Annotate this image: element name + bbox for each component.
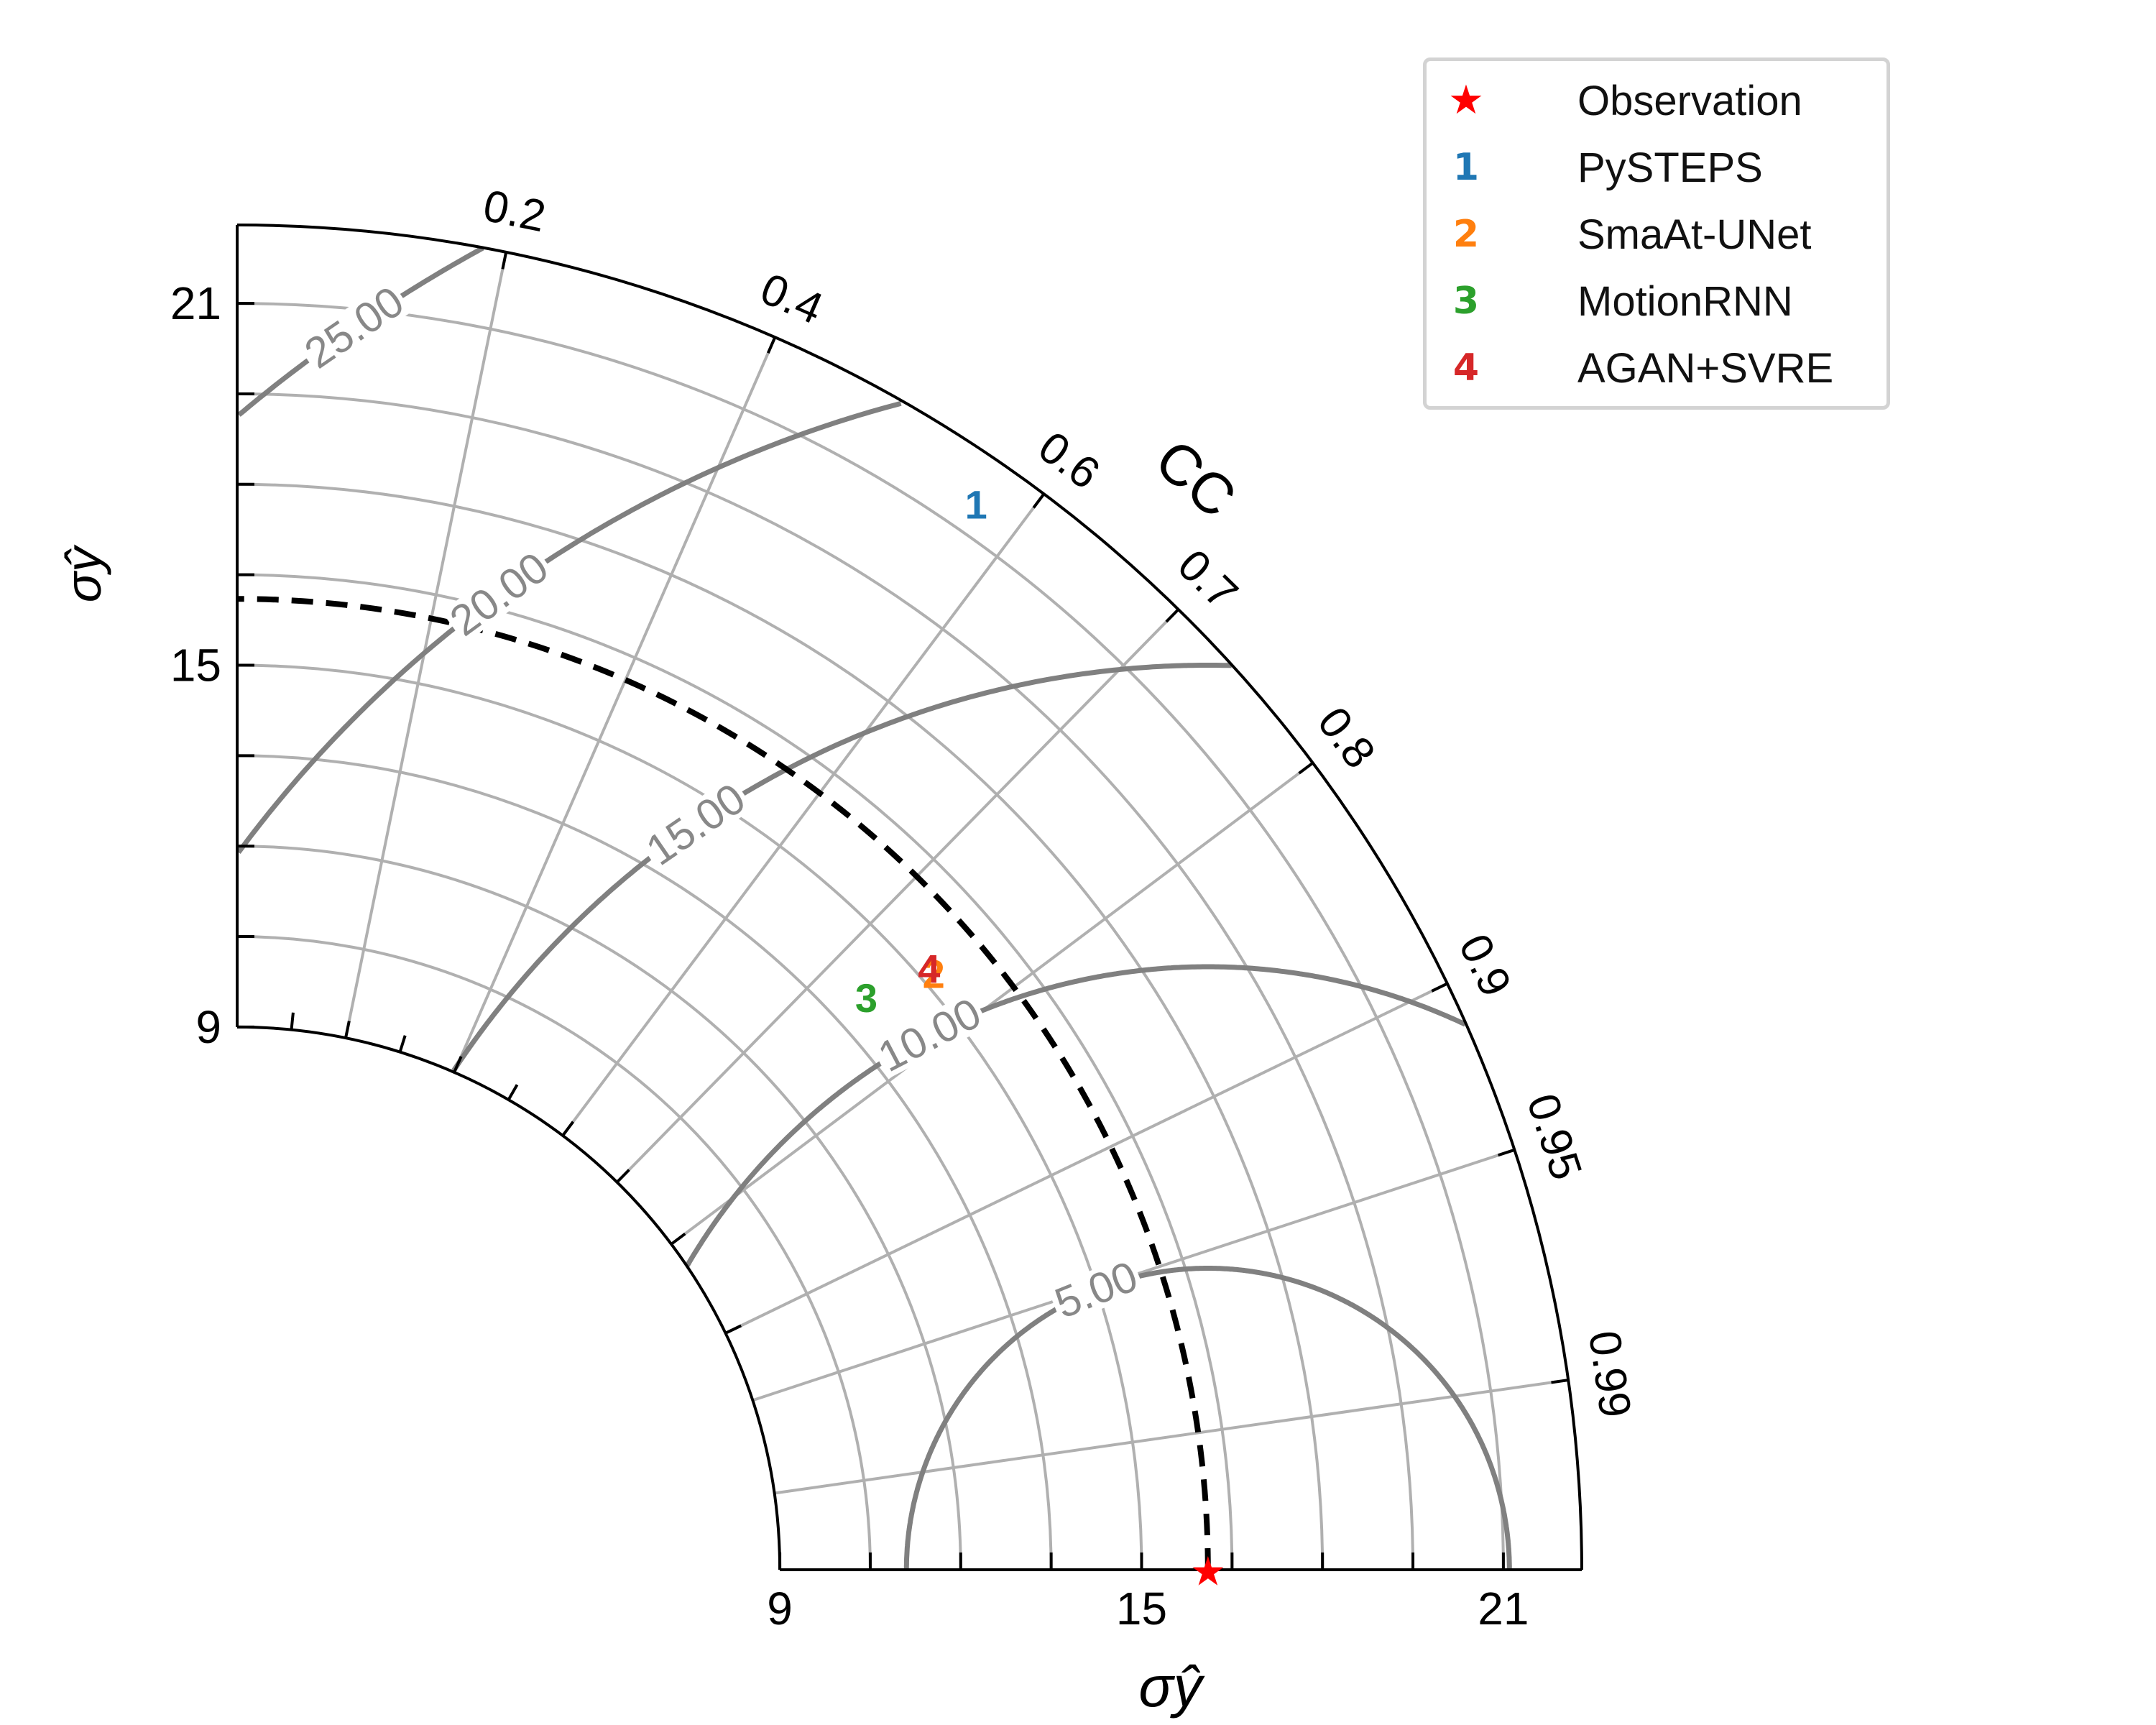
rmse-contour-label: 20.00: [441, 543, 557, 645]
inner-arc-tick: [344, 1021, 351, 1039]
inner-arc-tick: [507, 1084, 519, 1101]
std-grid-arc: [236, 754, 1053, 1570]
x-tick-label: 15: [1116, 1583, 1167, 1634]
correlation-tick: [1551, 1379, 1569, 1384]
correlation-tick-label: 0.2: [479, 181, 550, 242]
inner-arc-tick: [290, 1012, 295, 1030]
inner-arc-tick: [453, 1056, 463, 1073]
correlation-tick: [1032, 493, 1046, 509]
x-tick-label: 21: [1478, 1583, 1529, 1634]
marker-3-icon: 3: [1452, 280, 1480, 323]
marker-4-icon: 4: [1452, 346, 1480, 390]
model-marker-4: 4: [918, 946, 940, 991]
correlation-tick: [1298, 761, 1314, 775]
correlation-tick-label: 0.6: [1029, 422, 1108, 499]
star-icon: ★: [1447, 77, 1485, 124]
correlation-tick: [1431, 982, 1448, 993]
marker-1-icon: 1: [1452, 146, 1480, 189]
model-marker-3: 3: [855, 975, 877, 1021]
inner-arc-tick: [561, 1121, 575, 1137]
model-marker-2: 2: [923, 952, 945, 997]
legend-item-model-2: 2 SmaAt-UNet: [1427, 202, 1812, 267]
rmse-contour-label: 5.00: [1049, 1252, 1144, 1328]
inner-arc-tick: [670, 1232, 686, 1246]
std-grid-arc: [236, 392, 1415, 1570]
rmse-contour: [451, 663, 1232, 1072]
correlation-grid-line: [344, 252, 508, 1039]
correlation-axis-label: CC: [1143, 427, 1248, 530]
inner-arc-tick: [398, 1035, 407, 1053]
legend-item-model-4: 4 AGAN+SVRE: [1427, 336, 1833, 400]
inner-arc: [236, 1025, 782, 1570]
observation-marker: ★: [1190, 1549, 1226, 1594]
y-tick-label: 21: [170, 277, 221, 329]
inner-arc-tick: [616, 1169, 630, 1184]
rmse-contour-label: 25.00: [296, 277, 413, 377]
rmse-contour-label: 10.00: [870, 988, 988, 1081]
correlation-tick-label: 0.8: [1308, 698, 1385, 777]
marker-layer: ★ 1 2 34: [855, 482, 1226, 1593]
y-tick-label: 9: [195, 1001, 221, 1053]
axis-layer: [236, 224, 1583, 1571]
correlation-grid-line: [561, 493, 1046, 1137]
marker-2-icon: 2: [1452, 213, 1480, 256]
legend-label: AGAN+SVRE: [1577, 344, 1834, 392]
std-grid-arc: [236, 935, 872, 1570]
std-grid-arc: [236, 302, 1505, 1570]
correlation-grid-line: [670, 761, 1314, 1246]
label-layer: 5.0010.0015.0020.0025.0099151521210.20.4…: [55, 181, 1640, 1719]
rmse-label-bg: [870, 990, 990, 1079]
correlation-tick-label: 0.4: [753, 264, 830, 334]
rmse-contour: [685, 964, 1467, 1268]
legend-item-observation: ★ Observation: [1427, 68, 1802, 133]
rmse-label-bg: [296, 278, 413, 376]
std-grid-arc: [236, 663, 1143, 1570]
grid-layer: [236, 252, 1569, 1570]
rmse-label-bg: [637, 776, 754, 873]
correlation-grid-line: [453, 336, 777, 1073]
correlation-grid-line: [616, 608, 1180, 1184]
reference-std-arc: [236, 596, 1211, 1570]
legend-item-model-3: 3 MotionRNN: [1427, 269, 1793, 334]
legend-label: PySTEPS: [1577, 144, 1763, 191]
model-marker-1: 1: [965, 482, 987, 527]
correlation-tick-label: 0.99: [1579, 1328, 1640, 1420]
correlation-tick: [1165, 608, 1180, 623]
correlation-tick-label: 0.7: [1168, 540, 1247, 620]
correlation-grid-line: [724, 982, 1448, 1335]
legend: ★ Observation 1 PySTEPS 2 SmaAt-UNet 3 M…: [1423, 58, 1890, 410]
legend-label: SmaAt-UNet: [1577, 211, 1812, 258]
legend-item-model-1: 1 PySTEPS: [1427, 135, 1763, 200]
y-tick-label: 15: [170, 640, 221, 691]
legend-label: MotionRNN: [1577, 277, 1793, 325]
rmse-label-bg: [441, 544, 557, 644]
correlation-tick: [766, 336, 777, 354]
y-axis-label: σŷ: [55, 544, 111, 602]
rmse-contour: [903, 1266, 1512, 1570]
correlation-tick-label: 0.95: [1517, 1088, 1591, 1186]
rmse-contour: [236, 400, 902, 854]
outer-arc: [236, 224, 1583, 1570]
std-grid-arc: [236, 482, 1325, 1570]
correlation-tick: [501, 252, 508, 270]
correlation-tick: [1497, 1148, 1516, 1157]
correlation-tick-label: 0.9: [1449, 926, 1521, 1004]
std-grid-arc: [236, 573, 1234, 1570]
rmse-label-bg: [1047, 1254, 1146, 1325]
inner-arc-tick: [724, 1324, 742, 1335]
correlation-grid-line: [774, 1379, 1569, 1495]
std-grid-arc: [236, 845, 962, 1570]
x-axis-label: σŷ: [1138, 1655, 1205, 1719]
x-tick-label: 9: [767, 1583, 793, 1634]
legend-label: Observation: [1577, 77, 1802, 124]
